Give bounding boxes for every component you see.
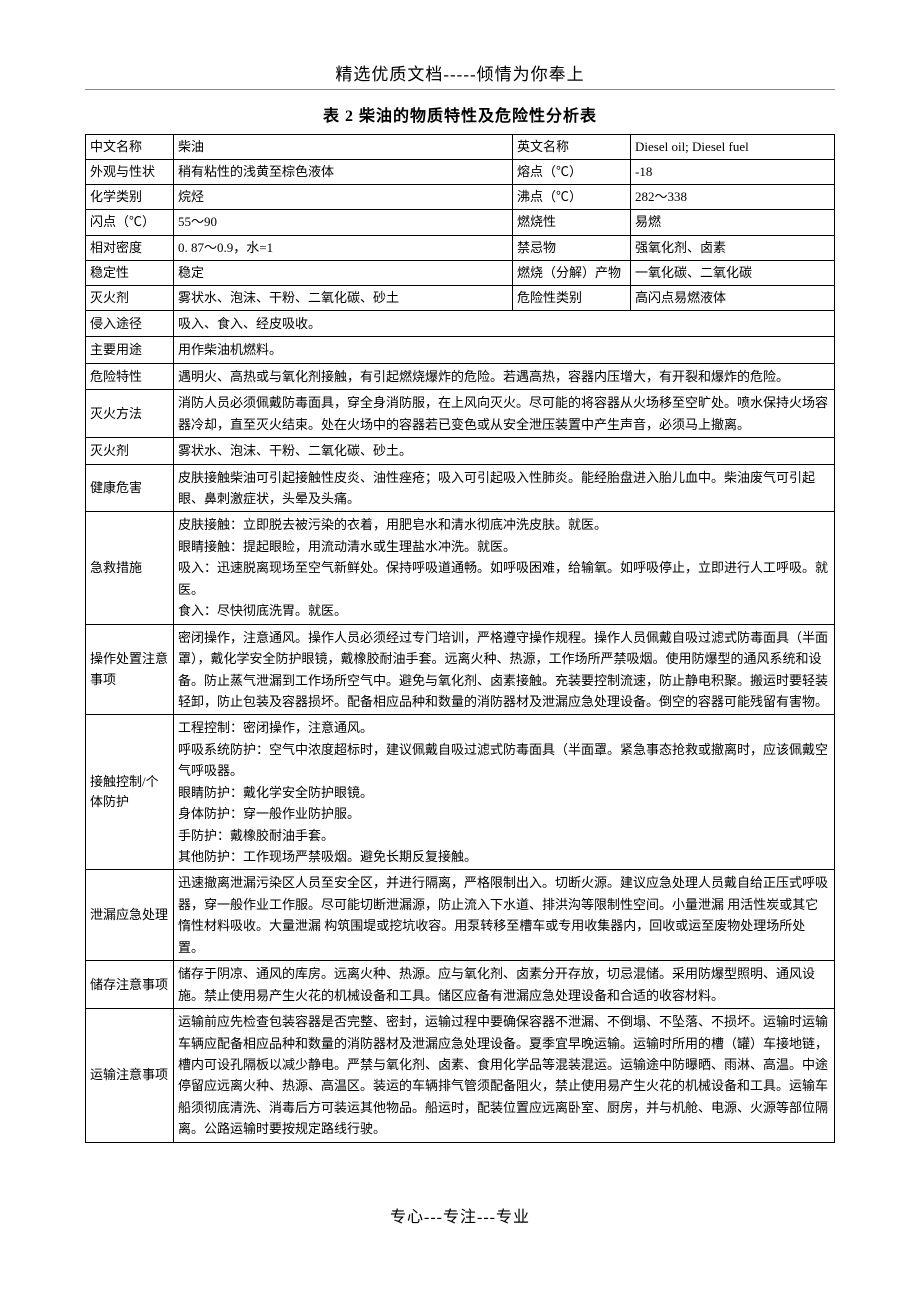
property-label: 灭火剂 xyxy=(86,438,174,464)
property-label: 操作处置注意事项 xyxy=(86,624,174,715)
property-value: 消防人员必须佩戴防毒面具，穿全身消防服，在上风向灭火。尽可能的将容器从火场移至空… xyxy=(174,390,835,438)
property-value: 吸入、食入、经皮吸收。 xyxy=(174,310,835,336)
property-label: 急救措施 xyxy=(86,512,174,624)
table-row: 闪点（℃）55～90燃烧性易燃 xyxy=(86,210,835,235)
table-row: 中文名称柴油英文名称Diesel oil; Diesel fuel xyxy=(86,135,835,160)
table-row: 相对密度0. 87～0.9，水=1禁忌物强氧化剂、卤素 xyxy=(86,235,835,260)
table-row: 侵入途径吸入、食入、经皮吸收。 xyxy=(86,310,835,336)
property-label: 化学类别 xyxy=(86,185,174,210)
property-label: 燃烧性 xyxy=(513,210,631,235)
property-label: 英文名称 xyxy=(513,135,631,160)
table-row: 储存注意事项储存于阴凉、通风的库房。远离火种、热源。应与氧化剂、卤素分开存放，切… xyxy=(86,961,835,1009)
table-row: 外观与性状稍有粘性的浅黄至棕色液体熔点（℃）-18 xyxy=(86,160,835,185)
property-value: 柴油 xyxy=(174,135,513,160)
property-value: 皮肤接触：立即脱去被污染的衣着，用肥皂水和清水彻底冲洗皮肤。就医。 眼睛接触：提… xyxy=(174,512,835,624)
property-value: 密闭操作，注意通风。操作人员必须经过专门培训，严格遵守操作规程。操作人员佩戴自吸… xyxy=(174,624,835,715)
property-value: 皮肤接触柴油可引起接触性皮炎、油性痤疮；吸入可引起吸入性肺炎。能经胎盘进入胎儿血… xyxy=(174,464,835,512)
property-label: 接触控制/个体防护 xyxy=(86,715,174,870)
property-label: 燃烧（分解）产物 xyxy=(513,260,631,285)
property-label: 主要用途 xyxy=(86,337,174,363)
table-title: 表 2 柴油的物质特性及危险性分析表 xyxy=(85,102,835,126)
property-value: 迅速撤离泄漏污染区人员至安全区，并进行隔离，严格限制出入。切断火源。建议应急处理… xyxy=(174,870,835,961)
property-label: 健康危害 xyxy=(86,464,174,512)
property-value: 一氧化碳、二氧化碳 xyxy=(631,260,835,285)
property-label: 禁忌物 xyxy=(513,235,631,260)
property-value: 稳定 xyxy=(174,260,513,285)
property-label: 中文名称 xyxy=(86,135,174,160)
property-label: 危险性类别 xyxy=(513,285,631,310)
property-value: 运输前应先检查包装容器是否完整、密封，运输过程中要确保容器不泄漏、不倒塌、不坠落… xyxy=(174,1009,835,1143)
property-value: 高闪点易燃液体 xyxy=(631,285,835,310)
property-label: 泄漏应急处理 xyxy=(86,870,174,961)
table-row: 运输注意事项运输前应先检查包装容器是否完整、密封，运输过程中要确保容器不泄漏、不… xyxy=(86,1009,835,1143)
table-row: 接触控制/个体防护工程控制：密闭操作，注意通风。 呼吸系统防护：空气中浓度超标时… xyxy=(86,715,835,870)
table-row: 操作处置注意事项密闭操作，注意通风。操作人员必须经过专门培训，严格遵守操作规程。… xyxy=(86,624,835,715)
property-label: 运输注意事项 xyxy=(86,1009,174,1143)
property-value: 储存于阴凉、通风的库房。远离火种、热源。应与氧化剂、卤素分开存放，切忌混储。采用… xyxy=(174,961,835,1009)
property-label: 外观与性状 xyxy=(86,160,174,185)
table-row: 灭火剂雾状水、泡沫、干粉、二氧化碳、砂土危险性类别高闪点易燃液体 xyxy=(86,285,835,310)
property-value: -18 xyxy=(631,160,835,185)
property-label: 相对密度 xyxy=(86,235,174,260)
property-value: Diesel oil; Diesel fuel xyxy=(631,135,835,160)
property-label: 稳定性 xyxy=(86,260,174,285)
table-row: 泄漏应急处理迅速撤离泄漏污染区人员至安全区，并进行隔离，严格限制出入。切断火源。… xyxy=(86,870,835,961)
property-label: 熔点（℃） xyxy=(513,160,631,185)
property-value: 稍有粘性的浅黄至棕色液体 xyxy=(174,160,513,185)
property-label: 灭火方法 xyxy=(86,390,174,438)
property-value: 工程控制：密闭操作，注意通风。 呼吸系统防护：空气中浓度超标时，建议佩戴自吸过滤… xyxy=(174,715,835,870)
property-value: 烷烃 xyxy=(174,185,513,210)
table-row: 灭火方法消防人员必须佩戴防毒面具，穿全身消防服，在上风向灭火。尽可能的将容器从火… xyxy=(86,390,835,438)
property-value: 282～338 xyxy=(631,185,835,210)
property-label: 侵入途径 xyxy=(86,310,174,336)
property-label: 灭火剂 xyxy=(86,285,174,310)
property-label: 沸点（℃） xyxy=(513,185,631,210)
header-divider xyxy=(85,89,835,90)
chemical-properties-table: 中文名称柴油英文名称Diesel oil; Diesel fuel外观与性状稍有… xyxy=(85,134,835,1143)
table-row: 化学类别烷烃沸点（℃）282～338 xyxy=(86,185,835,210)
table-row: 灭火剂雾状水、泡沫、干粉、二氧化碳、砂土。 xyxy=(86,438,835,464)
table-row: 危险特性遇明火、高热或与氧化剂接触，有引起燃烧爆炸的危险。若遇高热，容器内压增大… xyxy=(86,363,835,389)
property-value: 0. 87～0.9，水=1 xyxy=(174,235,513,260)
property-value: 用作柴油机燃料。 xyxy=(174,337,835,363)
property-value: 55～90 xyxy=(174,210,513,235)
property-value: 强氧化剂、卤素 xyxy=(631,235,835,260)
page-header: 精选优质文档-----倾情为你奉上 xyxy=(85,60,835,85)
property-label: 储存注意事项 xyxy=(86,961,174,1009)
property-label: 闪点（℃） xyxy=(86,210,174,235)
page-footer: 专心---专注---专业 xyxy=(85,1203,835,1227)
property-value: 雾状水、泡沫、干粉、二氧化碳、砂土。 xyxy=(174,438,835,464)
table-row: 急救措施皮肤接触：立即脱去被污染的衣着，用肥皂水和清水彻底冲洗皮肤。就医。 眼睛… xyxy=(86,512,835,624)
table-row: 健康危害皮肤接触柴油可引起接触性皮炎、油性痤疮；吸入可引起吸入性肺炎。能经胎盘进… xyxy=(86,464,835,512)
property-value: 易燃 xyxy=(631,210,835,235)
property-value: 遇明火、高热或与氧化剂接触，有引起燃烧爆炸的危险。若遇高热，容器内压增大，有开裂… xyxy=(174,363,835,389)
table-row: 主要用途用作柴油机燃料。 xyxy=(86,337,835,363)
property-label: 危险特性 xyxy=(86,363,174,389)
property-value: 雾状水、泡沫、干粉、二氧化碳、砂土 xyxy=(174,285,513,310)
table-row: 稳定性稳定燃烧（分解）产物一氧化碳、二氧化碳 xyxy=(86,260,835,285)
